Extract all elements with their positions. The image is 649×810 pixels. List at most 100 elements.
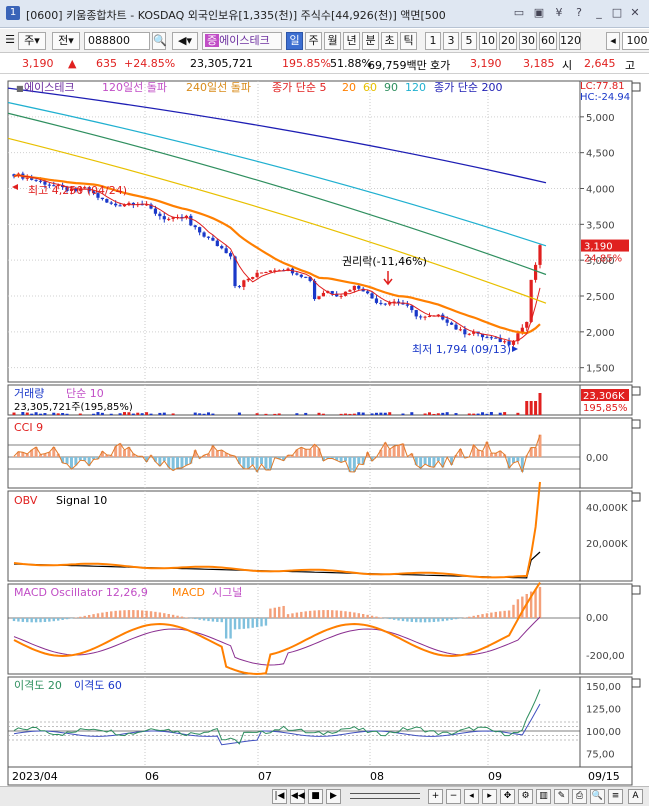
scroll-right-icon[interactable]: ▸	[482, 789, 497, 804]
volume-bar	[538, 393, 542, 415]
draw-icon[interactable]: ✎	[554, 789, 569, 804]
setting-icon[interactable]: ⚙	[518, 789, 533, 804]
volume-bar	[304, 412, 308, 415]
period-select[interactable]: 주▾	[18, 32, 46, 50]
chart-type-icon[interactable]: ▥	[536, 789, 551, 804]
cci-axis-label: 0,00	[586, 453, 608, 464]
zoom-in-icon[interactable]: +	[428, 789, 443, 804]
interval-button-10[interactable]: 10	[479, 32, 497, 50]
candle	[233, 256, 237, 287]
candle	[458, 329, 463, 331]
ma5-line	[13, 174, 541, 342]
volume-ma-label: 단순 10	[66, 387, 104, 400]
count-input[interactable]: 100	[622, 32, 649, 50]
candle	[489, 337, 493, 339]
interval-button-5[interactable]: 5	[461, 32, 477, 50]
candle	[193, 225, 197, 228]
count-down-icon[interactable]: ◂	[606, 32, 620, 50]
list-icon[interactable]: ≡	[608, 789, 623, 804]
zoom-icon[interactable]: 🔍	[590, 789, 605, 804]
interval-button-20[interactable]: 20	[499, 32, 517, 50]
font-icon[interactable]: A	[628, 789, 643, 804]
price-axis-label: 2,500	[586, 292, 615, 303]
chart-scrollbar[interactable]: |◀ ◀◀ ■ ▶ + − ◂ ▸ ✥ ⚙ ▥ ✎ ⎙ 🔍 ≡ A	[0, 786, 649, 806]
menu-icon[interactable]: ☰	[5, 33, 15, 46]
volume-bar	[445, 412, 449, 415]
scroll-left-icon[interactable]: ◂	[464, 789, 479, 804]
interval-button-30[interactable]: 30	[519, 32, 537, 50]
period-button-4[interactable]: 분	[362, 32, 379, 50]
stop-icon[interactable]: ■	[308, 789, 323, 804]
interval-button-120[interactable]: 120	[559, 32, 581, 50]
disp-axis-label: 150,00	[586, 682, 621, 693]
prev-select[interactable]: 전▾	[52, 32, 80, 50]
candle	[361, 288, 365, 292]
period-button-6[interactable]: 틱	[400, 32, 417, 50]
interval-button-60[interactable]: 60	[539, 32, 557, 50]
volume-bar	[357, 412, 361, 415]
volume-bar	[436, 413, 440, 415]
zoom-out-icon[interactable]: −	[446, 789, 461, 804]
volume-bar	[388, 412, 392, 415]
date-label: 08	[370, 770, 384, 783]
volume-title: 거래량	[14, 387, 44, 400]
ma200-line	[7, 87, 547, 184]
forward-icon[interactable]: ▶	[326, 789, 341, 804]
period-button-2[interactable]: 월	[324, 32, 341, 50]
period-button-5[interactable]: 초	[381, 32, 398, 50]
minimize-window-icon[interactable]: ▭	[513, 6, 525, 19]
maximize-icon[interactable]: □	[611, 6, 623, 19]
low-arrow-icon	[512, 346, 518, 352]
period-button-3[interactable]: 년	[343, 32, 360, 50]
volume-bar	[100, 412, 104, 415]
volume-bar	[34, 412, 38, 415]
search-icon[interactable]: 🔍	[152, 32, 167, 50]
interval-button-3[interactable]: 3	[443, 32, 459, 50]
high-arrow-icon	[12, 184, 18, 190]
ask-price: 3,190	[470, 57, 502, 70]
candle	[34, 179, 38, 181]
sound-icon[interactable]: ◀▾	[172, 32, 198, 50]
rewind-icon[interactable]: ◀◀	[290, 789, 305, 804]
help-icon[interactable]: ?	[576, 6, 582, 19]
pin-icon[interactable]: ¥	[555, 6, 563, 19]
volume-bar	[56, 413, 60, 415]
candle	[65, 186, 69, 192]
candle	[463, 329, 467, 335]
obv-title: OBV	[14, 494, 38, 507]
macd-panel-axis	[579, 583, 633, 675]
volume-bar	[472, 413, 476, 415]
candle	[312, 280, 317, 300]
period-button-1[interactable]: 주	[305, 32, 322, 50]
minimize-icon[interactable]: _	[596, 6, 602, 19]
candle	[118, 205, 122, 207]
volume-bar	[61, 413, 65, 415]
stock-code-input[interactable]: 088800	[84, 32, 150, 50]
volume-bar	[206, 412, 210, 415]
pan-icon[interactable]: ✥	[500, 789, 515, 804]
volume-bar	[171, 413, 175, 415]
volume-bar	[158, 412, 162, 415]
cci-panel-toggle-icon	[631, 419, 641, 429]
candle	[308, 276, 312, 281]
period-button-0[interactable]: 일	[286, 32, 303, 50]
volume-bar	[339, 413, 343, 415]
volume-bar	[140, 413, 144, 415]
candle	[162, 216, 166, 220]
save-icon[interactable]: ▣	[533, 6, 545, 19]
legend-ma240: 240일선 돌파	[186, 80, 251, 94]
volume-bar	[237, 412, 241, 415]
interval-button-1[interactable]: 1	[425, 32, 441, 50]
scroll-thumb[interactable]	[350, 793, 420, 799]
first-icon[interactable]: |◀	[272, 789, 287, 804]
ma90-line	[7, 112, 547, 276]
stock-chart[interactable]: 2023/04 06 07 08 09 09/15 5,000 4,500 4,000 3,500…	[0, 75, 649, 810]
disparity-panel-axis	[579, 676, 633, 768]
candle	[388, 302, 392, 305]
ma120-line	[7, 101, 547, 247]
candle	[259, 272, 264, 274]
candle	[47, 184, 51, 186]
close-icon[interactable]: ✕	[630, 6, 640, 19]
hoga-label: 호가	[430, 59, 451, 72]
print-icon[interactable]: ⎙	[572, 789, 587, 804]
